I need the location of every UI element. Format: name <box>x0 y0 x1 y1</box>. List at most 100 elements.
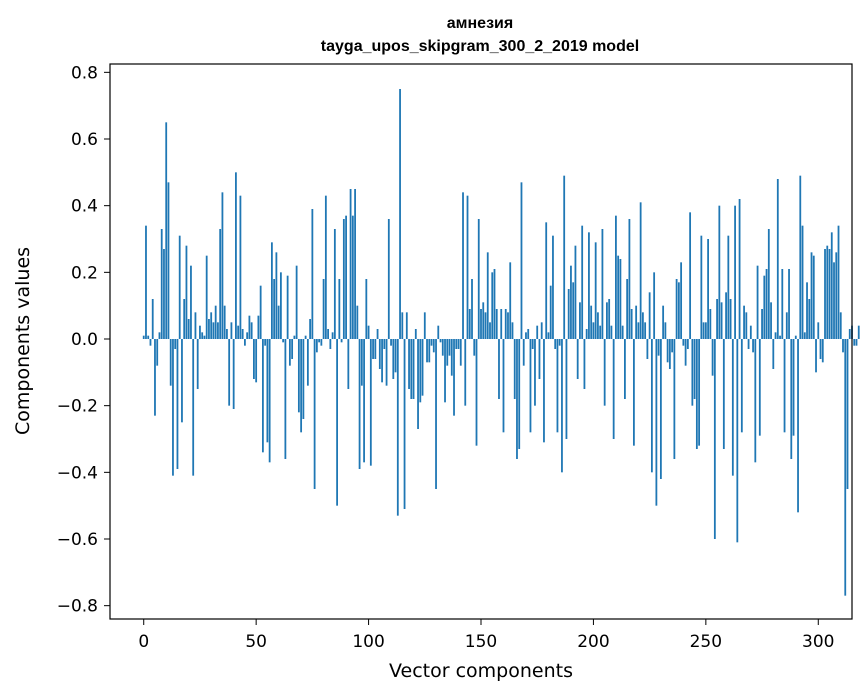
bar <box>839 312 842 339</box>
bar <box>387 219 390 339</box>
bar <box>423 312 426 339</box>
bar <box>500 309 503 339</box>
bar <box>351 215 354 339</box>
bar <box>812 255 815 339</box>
bar <box>354 189 356 339</box>
bar <box>257 315 260 339</box>
bar <box>435 339 437 489</box>
bar <box>246 332 249 339</box>
bar <box>311 209 314 339</box>
bar <box>594 242 597 339</box>
bar <box>309 319 312 339</box>
bar <box>792 339 795 436</box>
bar <box>286 275 289 339</box>
bar <box>848 329 851 339</box>
bar <box>239 195 242 339</box>
bar <box>684 339 687 366</box>
bar <box>761 309 763 339</box>
bar <box>428 339 431 363</box>
bar <box>482 302 485 339</box>
bar <box>527 329 530 339</box>
y-tick-label: 0.6 <box>71 130 98 150</box>
bar <box>570 265 572 339</box>
x-tick-label: 100 <box>352 632 384 652</box>
bar <box>713 339 716 539</box>
bar <box>255 339 258 383</box>
bar <box>794 335 797 339</box>
bar <box>518 339 521 449</box>
bar <box>480 309 482 339</box>
bar <box>657 339 660 356</box>
bar <box>806 282 808 339</box>
bar <box>414 329 417 339</box>
bar <box>226 329 228 339</box>
bar <box>682 339 685 346</box>
bar <box>630 309 633 339</box>
bar <box>534 339 536 406</box>
bar <box>160 229 163 339</box>
bar <box>358 339 361 469</box>
bar <box>855 339 858 346</box>
bar <box>700 235 703 339</box>
bar <box>516 339 518 459</box>
bar <box>716 299 718 339</box>
bar <box>464 339 467 406</box>
bar <box>486 252 489 339</box>
bar <box>421 339 424 396</box>
bar <box>327 329 330 339</box>
bar <box>592 322 595 339</box>
y-tick-label: 0.4 <box>71 197 98 217</box>
bar <box>639 202 642 339</box>
bar <box>390 339 392 346</box>
bar <box>824 249 826 339</box>
bar <box>585 329 588 339</box>
bar <box>830 232 833 339</box>
bar <box>799 175 802 339</box>
bar <box>686 339 689 349</box>
bar <box>210 312 213 339</box>
bar <box>333 229 336 339</box>
bar <box>347 339 350 389</box>
bar <box>655 339 658 506</box>
bar <box>801 225 804 339</box>
bar <box>857 325 860 339</box>
bar <box>563 175 566 339</box>
bar <box>408 339 410 389</box>
bar <box>650 339 653 473</box>
bar <box>381 339 383 383</box>
bar <box>722 339 725 449</box>
bar <box>572 282 575 339</box>
bar <box>749 325 752 339</box>
bar <box>275 252 278 339</box>
bar <box>151 299 154 339</box>
bar <box>704 322 707 339</box>
bar <box>576 339 579 379</box>
bar <box>282 339 285 343</box>
bar <box>797 339 799 513</box>
bar <box>261 339 264 453</box>
bar <box>473 339 476 356</box>
bar <box>196 339 199 389</box>
bar <box>248 315 251 339</box>
bar <box>365 279 368 339</box>
y-axis-ticks: −0.8 −0.6 −0.4 −0.2 0.0 0.2 0.4 0.6 0.8 <box>57 63 110 617</box>
bar <box>279 272 282 339</box>
bar <box>695 339 698 449</box>
x-tick-label: 150 <box>465 632 497 652</box>
bar <box>590 305 593 339</box>
bar <box>165 122 168 339</box>
bar <box>788 269 790 339</box>
bar <box>241 329 244 339</box>
bar <box>324 195 327 339</box>
bar <box>302 339 305 419</box>
bar <box>412 339 415 399</box>
bar <box>235 172 237 339</box>
bar <box>142 335 145 339</box>
bar <box>338 279 341 339</box>
bar <box>635 305 638 339</box>
x-axis-label: Vector components <box>389 660 573 682</box>
bar <box>785 312 788 339</box>
bar <box>374 339 377 359</box>
bar <box>691 339 694 406</box>
bar <box>718 205 721 339</box>
